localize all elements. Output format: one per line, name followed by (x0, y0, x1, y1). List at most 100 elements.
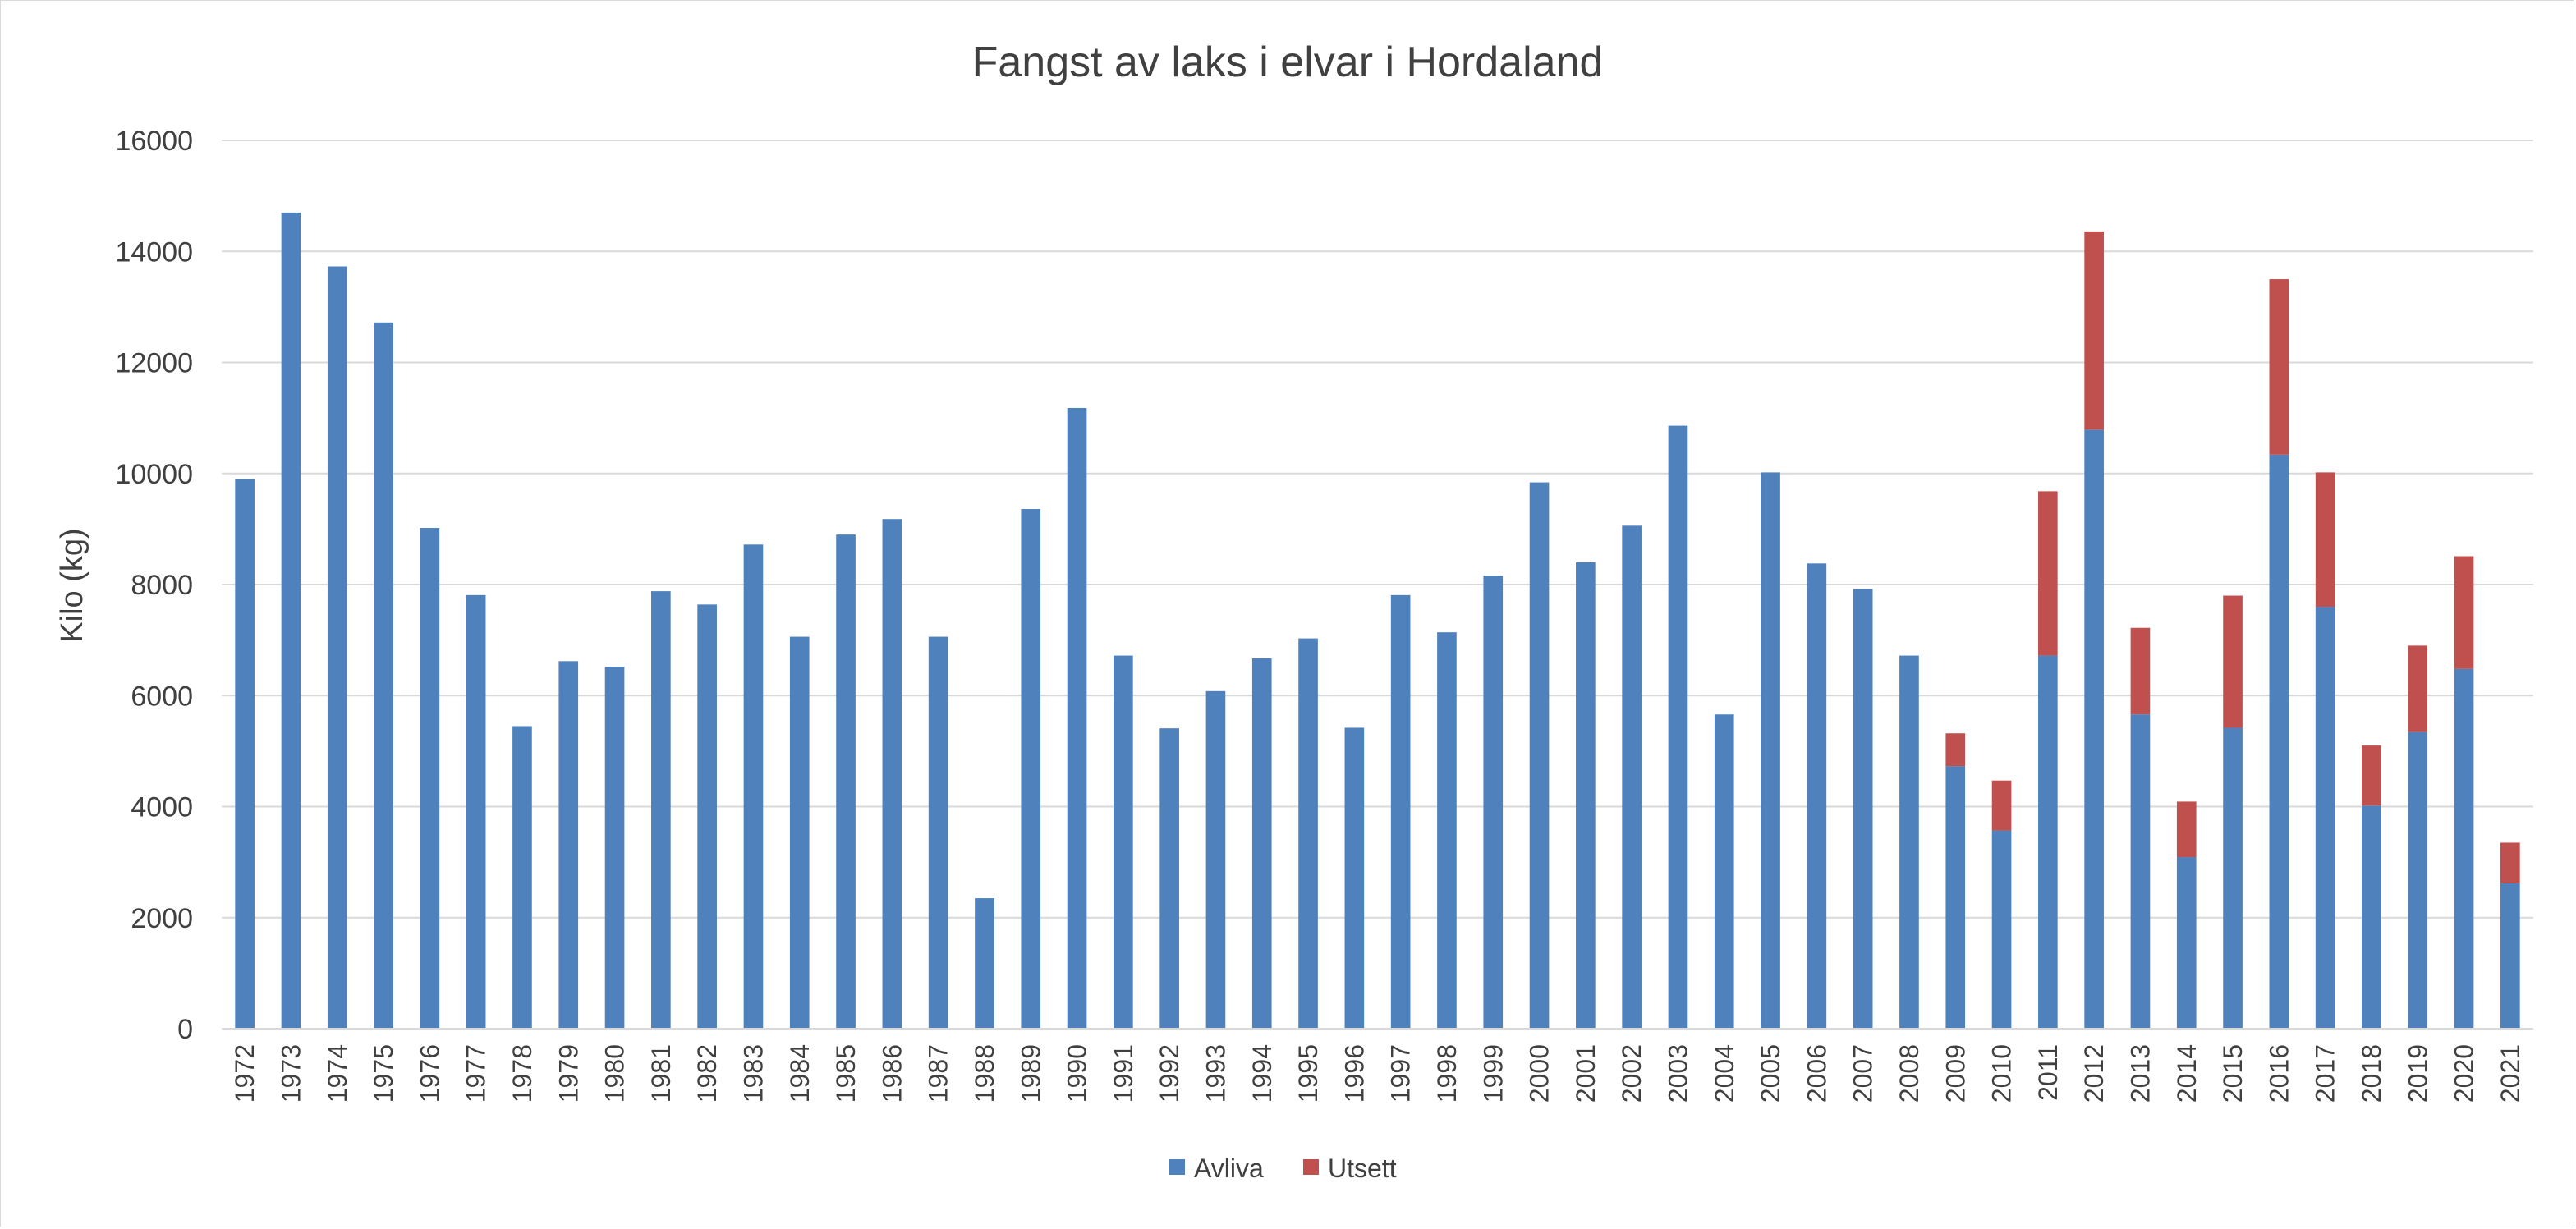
bars (235, 212, 2520, 1030)
bar-avliva-2002 (1622, 525, 1642, 1029)
x-tick-label: 1976 (415, 1044, 444, 1103)
bar-utsett-2010 (1991, 780, 2012, 831)
bar-avliva-1991 (1114, 655, 1133, 1029)
bar-avliva-1996 (1344, 727, 1365, 1029)
y-tick-label: 12000 (115, 348, 193, 379)
x-tick-label: 2015 (2218, 1044, 2248, 1103)
y-tick-label: 14000 (115, 236, 193, 268)
y-tick-label: 6000 (131, 681, 193, 712)
bar-utsett-2014 (2176, 801, 2197, 858)
bar-avliva-1986 (882, 519, 902, 1029)
bar-avliva-1994 (1251, 658, 1272, 1029)
x-tick-label: 1992 (1155, 1044, 1184, 1103)
bar-avliva-2021 (2500, 883, 2520, 1029)
bar-avliva-2015 (2223, 727, 2243, 1029)
bar-avliva-1992 (1159, 728, 1179, 1029)
legend-swatch-avliva (1169, 1159, 1185, 1175)
x-tick-label: 2003 (1663, 1044, 1692, 1103)
x-tick-label: 2012 (2079, 1044, 2109, 1103)
bar-avliva-1975 (374, 322, 393, 1029)
bar-avliva-2016 (2269, 454, 2289, 1029)
bar-avliva-2007 (1853, 589, 1873, 1029)
bar-avliva-1977 (466, 594, 486, 1029)
bar-avliva-2001 (1576, 562, 1596, 1029)
x-tick-label: 1978 (507, 1044, 537, 1103)
bar-utsett-2013 (2130, 627, 2151, 715)
bar-avliva-1980 (604, 667, 625, 1029)
x-tick-label: 1975 (369, 1044, 398, 1103)
y-tick-label: 10000 (115, 459, 193, 490)
bar-avliva-1984 (789, 636, 810, 1029)
bar-utsett-2018 (2362, 745, 2381, 806)
bar-avliva-1982 (697, 604, 717, 1029)
bar-avliva-1972 (235, 479, 255, 1029)
bar-avliva-2006 (1807, 563, 1827, 1029)
x-tick-label: 2018 (2357, 1044, 2386, 1103)
x-tick-label: 1973 (276, 1044, 305, 1103)
bar-utsett-2020 (2454, 556, 2474, 669)
bar-avliva-2020 (2454, 668, 2474, 1029)
x-tick-label: 1974 (323, 1044, 352, 1103)
y-tick-label: 4000 (131, 792, 193, 823)
chart-title: Fangst av laks i elvar i Hordaland (972, 39, 1604, 86)
bar-avliva-2018 (2362, 805, 2381, 1029)
x-tick-label: 2002 (1617, 1044, 1646, 1103)
y-tick-label: 16000 (115, 126, 193, 157)
bar-utsett-2015 (2223, 595, 2243, 728)
bar-avliva-1973 (281, 212, 301, 1030)
bar-avliva-1993 (1205, 690, 1226, 1029)
bar-avliva-1987 (928, 636, 948, 1029)
x-tick-label: 1985 (831, 1044, 861, 1103)
bar-avliva-1976 (420, 528, 440, 1029)
x-tick-label: 1984 (785, 1044, 815, 1103)
bar-utsett-2017 (2315, 472, 2335, 608)
bar-avliva-2005 (1761, 472, 1780, 1029)
y-tick-label: 0 (177, 1014, 193, 1045)
x-tick-label: 1982 (692, 1044, 722, 1103)
x-tick-label: 1998 (1432, 1044, 1462, 1103)
x-tick-label: 1991 (1109, 1044, 1138, 1103)
bar-utsett-2019 (2408, 645, 2428, 732)
y-axis-ticks: 0 2000 4000 6000 8000 10000 12000 14000 16000 (115, 126, 193, 1045)
legend-label-utsett: Utsett (1328, 1153, 1397, 1183)
x-tick-label: 1995 (1293, 1044, 1323, 1103)
bar-avliva-2013 (2130, 714, 2151, 1029)
bar-avliva-1983 (743, 544, 764, 1029)
x-tick-label: 1986 (877, 1044, 907, 1103)
x-tick-label: 1988 (970, 1044, 999, 1103)
x-tick-label: 2004 (1710, 1044, 1739, 1103)
bar-avliva-1985 (836, 534, 856, 1029)
y-tick-label: 2000 (131, 903, 193, 934)
x-tick-label: 2021 (2496, 1044, 2525, 1103)
x-tick-label: 2000 (1525, 1044, 1554, 1103)
bar-avliva-2009 (1945, 766, 1966, 1029)
x-tick-label: 2019 (2403, 1044, 2432, 1103)
x-tick-label: 2020 (2450, 1044, 2479, 1103)
bar-utsett-2011 (2038, 491, 2058, 656)
x-tick-label: 1997 (1386, 1044, 1416, 1103)
x-axis-ticks: 1972 1973 1974 1975 1976 1977 1978 1979 1980 1981… (230, 1044, 2525, 1103)
bar-avliva-1999 (1483, 576, 1504, 1029)
x-tick-label: 2001 (1571, 1044, 1600, 1103)
bar-avliva-2008 (1899, 655, 1919, 1029)
bar-avliva-1978 (512, 726, 532, 1029)
bar-avliva-2010 (1991, 830, 2012, 1029)
bar-avliva-2017 (2315, 607, 2335, 1029)
bar-utsett-2021 (2500, 842, 2520, 883)
x-tick-label: 1977 (461, 1044, 491, 1103)
bar-avliva-1995 (1298, 638, 1318, 1029)
bar-avliva-2012 (2084, 429, 2104, 1029)
x-tick-label: 2007 (1848, 1044, 1878, 1103)
x-tick-label: 1981 (646, 1044, 676, 1103)
bar-utsett-2012 (2084, 231, 2104, 430)
bar-avliva-1990 (1067, 407, 1087, 1029)
x-tick-label: 1972 (230, 1044, 259, 1103)
bar-utsett-2009 (1945, 733, 1966, 767)
bar-avliva-1979 (558, 661, 579, 1029)
x-tick-label: 1987 (924, 1044, 953, 1103)
bar-avliva-1981 (651, 591, 671, 1029)
bar-avliva-1998 (1437, 632, 1457, 1029)
x-tick-label: 2009 (1940, 1044, 1970, 1103)
x-tick-label: 1996 (1339, 1044, 1369, 1103)
x-tick-label: 2017 (2311, 1044, 2340, 1103)
